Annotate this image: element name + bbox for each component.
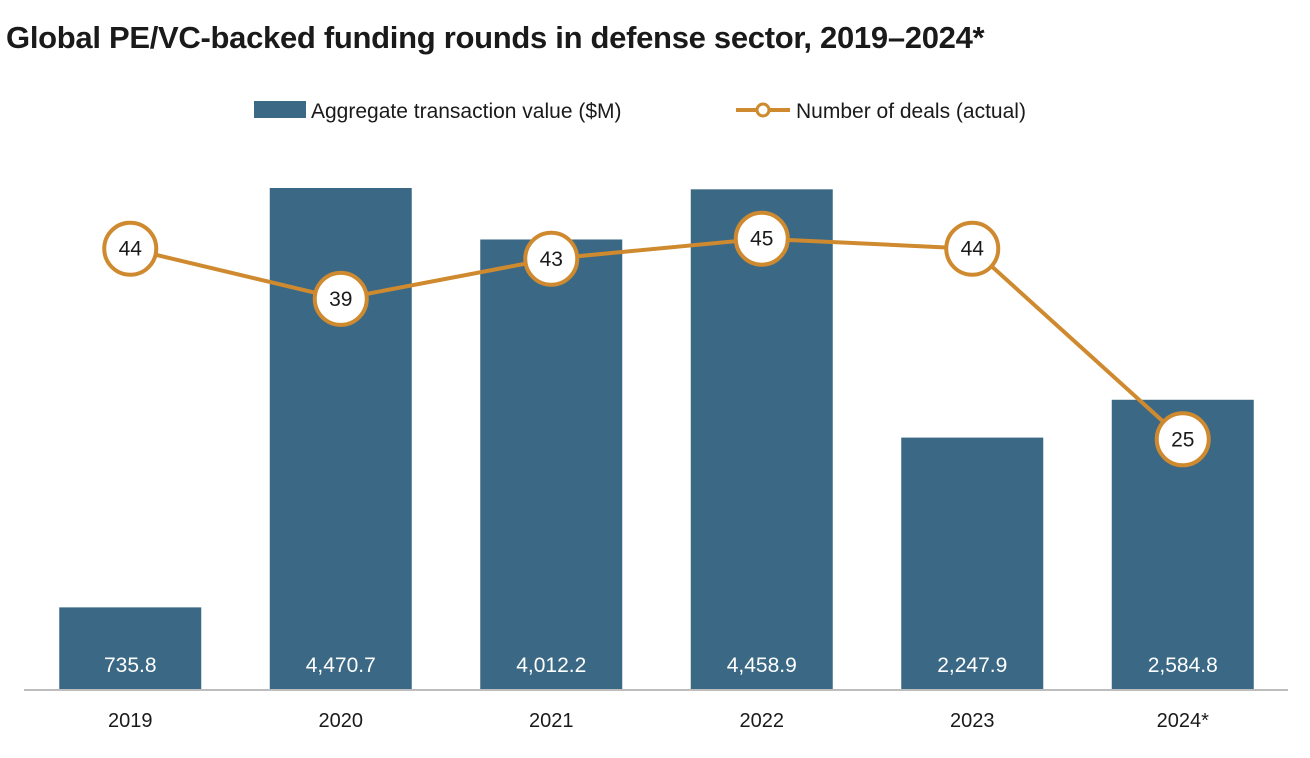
legend-line-label: Number of deals (actual) — [796, 100, 1026, 123]
deals-point-label: 44 — [119, 238, 143, 261]
x-tick-label: 2019 — [108, 710, 153, 732]
x-tick-labels: 2019 2020 2021 2022 2023 2024* — [108, 710, 1209, 732]
chart-title: Global PE/VC-backed funding rounds in de… — [6, 20, 985, 55]
x-tick-label: 2021 — [529, 710, 574, 732]
x-tick-label: 2022 — [740, 710, 785, 732]
legend-bar-swatch — [254, 101, 306, 118]
deals-point-label: 25 — [1171, 428, 1194, 451]
bar-value-label: 4,012.2 — [516, 654, 586, 677]
bar-value-label: 735.8 — [104, 654, 157, 677]
bar — [269, 188, 412, 690]
deals-point-label: 44 — [961, 238, 985, 261]
legend-line-marker — [755, 102, 771, 118]
deals-point-marker — [312, 270, 369, 327]
deals-point-marker — [523, 230, 580, 287]
deals-point-marker — [102, 220, 159, 277]
deals-point-label: 45 — [750, 228, 773, 251]
x-tick-label: 2020 — [319, 710, 364, 732]
deals-line — [129, 236, 1185, 441]
deals-point-label: 43 — [540, 248, 563, 271]
bars-group: 735.8 4,470.7 4,012.2 4,458.9 2,247.9 2,584.8 — [59, 188, 1254, 690]
bar — [480, 239, 623, 690]
deals-point-marker — [944, 220, 1001, 277]
deals-point-label: 39 — [329, 288, 352, 311]
bar-value-label: 2,247.9 — [937, 654, 1007, 677]
bar — [901, 437, 1044, 690]
bar-value-label: 4,470.7 — [306, 654, 376, 677]
x-tick-label: 2023 — [950, 710, 995, 732]
deals-point-marker — [1154, 411, 1211, 468]
bar — [59, 607, 202, 690]
legend: Aggregate transaction value ($M) Number … — [254, 100, 1026, 123]
bar-value-label: 4,458.9 — [727, 654, 797, 677]
bar-value-label: 2,584.8 — [1148, 654, 1218, 677]
line-series-group: 44 39 43 45 44 25 — [102, 210, 1211, 468]
deals-point-marker — [733, 210, 790, 267]
bar — [690, 189, 833, 690]
legend-bar-label: Aggregate transaction value ($M) — [311, 100, 622, 123]
x-tick-label: 2024* — [1157, 710, 1209, 732]
